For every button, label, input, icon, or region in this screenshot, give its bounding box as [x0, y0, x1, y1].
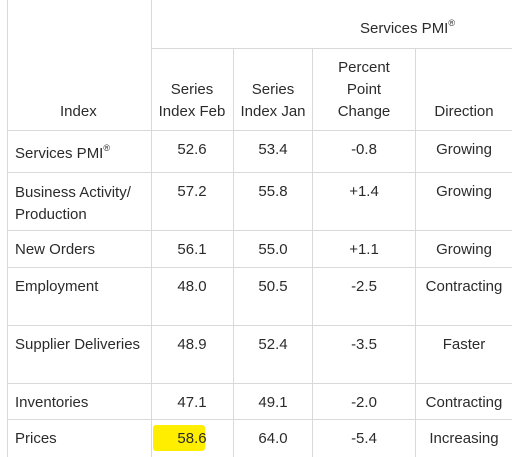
column-divider — [233, 48, 234, 457]
column-divider — [151, 0, 152, 457]
cell-direction: Contracting — [425, 394, 503, 411]
cell-change: -2.5 — [351, 278, 377, 295]
row-label-supplier-deliveries: Supplier Deliveries — [15, 336, 141, 353]
cell-jan: 64.0 — [258, 430, 288, 447]
row-divider — [7, 419, 512, 420]
highlight-mark — [153, 425, 205, 451]
cell-feb: 47.1 — [177, 394, 207, 411]
cell-direction: Growing — [436, 183, 492, 200]
column-divider — [415, 48, 416, 457]
row-divider — [7, 267, 512, 268]
cell-jan: 55.0 — [258, 241, 288, 258]
row-label-employment: Employment — [15, 278, 99, 295]
column-header-direction: Direction — [434, 103, 494, 120]
column-header-index: Index — [60, 103, 97, 120]
group-header-services-pmi: Services PMI® — [360, 18, 455, 38]
cell-change: -5.4 — [351, 430, 377, 447]
cell-direction: Contracting — [425, 278, 503, 295]
row-label-services-pmi: Services PMI® — [15, 143, 110, 163]
row-label-prices: Prices — [15, 430, 57, 447]
cell-direction: Growing — [436, 141, 492, 158]
column-header-series-index-jan: Series Index Jan — [240, 81, 306, 120]
row-label-new-orders: New Orders — [15, 241, 96, 258]
cell-change: +1.1 — [349, 241, 379, 258]
row-divider — [7, 325, 512, 326]
header-bottom-line — [7, 130, 512, 131]
cell-feb: 56.1 — [177, 241, 207, 258]
row-label-inventories: Inventories — [15, 394, 89, 411]
row-divider — [7, 172, 512, 173]
cell-change: -0.8 — [351, 141, 377, 158]
cell-direction: Increasing — [429, 430, 499, 447]
cell-change: -2.0 — [351, 394, 377, 411]
row-label-business-activity: Business Activity/Production — [15, 184, 131, 223]
cell-feb: 52.6 — [177, 141, 207, 158]
cell-direction: Growing — [436, 241, 492, 258]
cell-feb: 48.0 — [177, 278, 207, 295]
cell-change: +1.4 — [349, 183, 379, 200]
header-divider — [151, 48, 512, 49]
cell-direction: Faster — [442, 336, 486, 353]
row-divider — [7, 383, 512, 384]
cell-jan: 50.5 — [258, 278, 288, 295]
cell-feb-highlighted: 58.6 — [177, 430, 207, 447]
column-divider — [312, 48, 313, 457]
cell-jan: 49.1 — [258, 394, 288, 411]
pmi-table — [7, 0, 512, 457]
cell-jan: 52.4 — [258, 336, 288, 353]
cell-feb: 57.2 — [177, 183, 207, 200]
column-header-series-index-feb: Series Index Feb — [158, 81, 226, 120]
cell-change: -3.5 — [351, 336, 377, 353]
cell-jan: 53.4 — [258, 141, 288, 158]
row-divider — [7, 230, 512, 231]
cell-feb: 48.9 — [177, 336, 207, 353]
cell-jan: 55.8 — [258, 183, 288, 200]
column-header-percent-point-change: Percent Point Change — [337, 59, 391, 120]
